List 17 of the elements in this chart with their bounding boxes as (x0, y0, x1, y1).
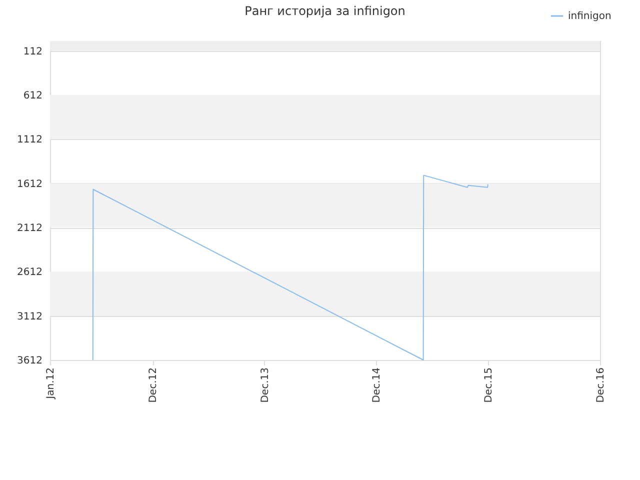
y-tick-label: 112 (23, 46, 42, 58)
y-tick-label: 2612 (17, 267, 42, 278)
legend-label: infinigon (568, 11, 612, 22)
x-tick-label: Dec.13 (260, 368, 271, 403)
y-tick-label: 3612 (17, 356, 42, 366)
y-tick-label: 2112 (17, 223, 42, 234)
x-tick-label: Jan.12 (46, 368, 56, 400)
x-tick-label: Dec.15 (483, 368, 494, 403)
y-tick-label: 1612 (17, 178, 42, 190)
x-tick-label: Dec.12 (148, 368, 160, 403)
x-tick-label: Dec.14 (372, 368, 383, 403)
line-series (92, 174, 488, 360)
y-tick-label: 3112 (17, 311, 42, 322)
chart-title: Ранг историја за infinigon (244, 4, 406, 18)
x-tick-label: Dec.16 (596, 368, 606, 403)
y-tick-label: 1112 (17, 134, 42, 146)
y-tick-label: 612 (23, 90, 42, 102)
